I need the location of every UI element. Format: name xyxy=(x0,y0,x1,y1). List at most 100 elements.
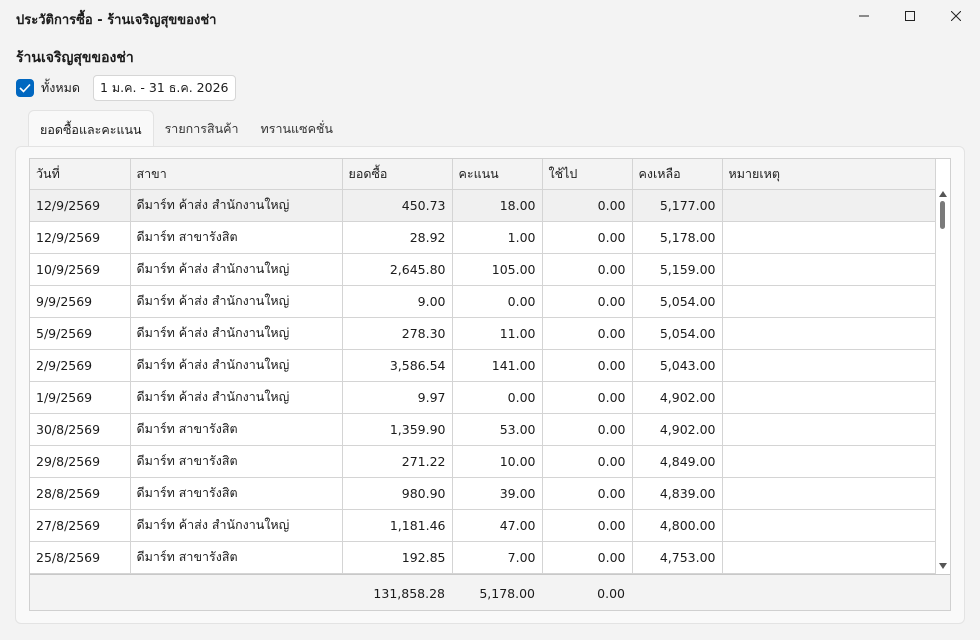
cell-points[interactable]: 47.00 xyxy=(452,509,543,542)
all-checkbox[interactable] xyxy=(16,79,34,97)
table-row[interactable]: 28/8/2569 ดีมาร์ท สาขารังสิต 980.90 39.00 0.… xyxy=(30,477,936,510)
cell-used[interactable]: 0.00 xyxy=(542,253,633,286)
cell-points[interactable]: 53.00 xyxy=(452,413,543,446)
cell-amount[interactable]: 278.30 xyxy=(342,317,453,350)
cell-amount[interactable]: 980.90 xyxy=(342,477,453,510)
scroll-up-icon[interactable] xyxy=(939,191,947,197)
cell-note[interactable] xyxy=(722,285,936,318)
cell-branch[interactable]: ดีมาร์ท สาขารังสิต xyxy=(130,541,343,574)
cell-amount[interactable]: 271.22 xyxy=(342,445,453,478)
scrollbar-thumb[interactable] xyxy=(940,201,945,229)
cell-branch[interactable]: ดีมาร์ท ค้าส่ง สำนักงานใหญ่ xyxy=(130,349,343,382)
cell-note[interactable] xyxy=(722,413,936,446)
cell-balance[interactable]: 5,054.00 xyxy=(632,285,723,318)
cell-note[interactable] xyxy=(722,381,936,414)
column-header-points[interactable]: คะแนน xyxy=(452,159,543,190)
cell-note[interactable] xyxy=(722,189,936,222)
cell-balance[interactable]: 4,800.00 xyxy=(632,509,723,542)
cell-used[interactable]: 0.00 xyxy=(542,317,633,350)
cell-amount[interactable]: 1,359.90 xyxy=(342,413,453,446)
cell-balance[interactable]: 5,177.00 xyxy=(632,189,723,222)
cell-date[interactable]: 12/9/2569 xyxy=(30,189,131,222)
cell-balance[interactable]: 4,902.00 xyxy=(632,413,723,446)
cell-amount[interactable]: 192.85 xyxy=(342,541,453,574)
column-header-used[interactable]: ใช้ไป xyxy=(542,159,633,190)
cell-date[interactable]: 30/8/2569 xyxy=(30,413,131,446)
tab-items[interactable]: รายการสินค้า xyxy=(164,121,239,136)
cell-date[interactable]: 1/9/2569 xyxy=(30,381,131,414)
cell-date[interactable]: 10/9/2569 xyxy=(30,253,131,286)
cell-amount[interactable]: 3,586.54 xyxy=(342,349,453,382)
close-button[interactable] xyxy=(933,0,979,32)
cell-balance[interactable]: 4,849.00 xyxy=(632,445,723,478)
cell-date[interactable]: 27/8/2569 xyxy=(30,509,131,542)
cell-used[interactable]: 0.00 xyxy=(542,381,633,414)
cell-used[interactable]: 0.00 xyxy=(542,349,633,382)
table-row[interactable]: 30/8/2569 ดีมาร์ท สาขารังสิต 1,359.90 53.00… xyxy=(30,413,936,446)
cell-amount[interactable]: 450.73 xyxy=(342,189,453,222)
cell-balance[interactable]: 4,753.00 xyxy=(632,541,723,574)
cell-points[interactable]: 0.00 xyxy=(452,285,543,318)
cell-branch[interactable]: ดีมาร์ท ค้าส่ง สำนักงานใหญ่ xyxy=(130,317,343,350)
cell-used[interactable]: 0.00 xyxy=(542,413,633,446)
cell-amount[interactable]: 28.92 xyxy=(342,221,453,254)
maximize-button[interactable] xyxy=(887,0,933,32)
cell-points[interactable]: 10.00 xyxy=(452,445,543,478)
cell-branch[interactable]: ดีมาร์ท สาขารังสิต xyxy=(130,445,343,478)
column-header-branch[interactable]: สาขา xyxy=(130,159,343,190)
cell-branch[interactable]: ดีมาร์ท ค้าส่ง สำนักงานใหญ่ xyxy=(130,509,343,542)
cell-note[interactable] xyxy=(722,221,936,254)
cell-points[interactable]: 1.00 xyxy=(452,221,543,254)
cell-branch[interactable]: ดีมาร์ท สาขารังสิต xyxy=(130,413,343,446)
date-range-picker[interactable]: 1 ม.ค. - 31 ธ.ค. 2026 xyxy=(92,75,236,101)
cell-note[interactable] xyxy=(722,541,936,574)
vertical-scrollbar[interactable] xyxy=(936,189,950,574)
column-header-amount[interactable]: ยอดซื้อ xyxy=(342,159,453,190)
cell-amount[interactable]: 1,181.46 xyxy=(342,509,453,542)
cell-branch[interactable]: ดีมาร์ท ค้าส่ง สำนักงานใหญ่ xyxy=(130,189,343,222)
cell-points[interactable]: 141.00 xyxy=(452,349,543,382)
table-row[interactable]: 1/9/2569 ดีมาร์ท ค้าส่ง สำนักงานใหญ่ 9.97 0… xyxy=(30,381,936,414)
column-header-balance[interactable]: คงเหลือ xyxy=(632,159,723,190)
cell-used[interactable]: 0.00 xyxy=(542,221,633,254)
cell-points[interactable]: 105.00 xyxy=(452,253,543,286)
table-row[interactable]: 2/9/2569 ดีมาร์ท ค้าส่ง สำนักงานใหญ่ 3,586… xyxy=(30,349,936,382)
cell-amount[interactable]: 9.00 xyxy=(342,285,453,318)
cell-balance[interactable]: 4,902.00 xyxy=(632,381,723,414)
cell-branch[interactable]: ดีมาร์ท สาขารังสิต xyxy=(130,477,343,510)
cell-points[interactable]: 11.00 xyxy=(452,317,543,350)
cell-date[interactable]: 29/8/2569 xyxy=(30,445,131,478)
cell-balance[interactable]: 5,054.00 xyxy=(632,317,723,350)
cell-used[interactable]: 0.00 xyxy=(542,189,633,222)
cell-used[interactable]: 0.00 xyxy=(542,285,633,318)
purchase-grid[interactable]: วันที่ สาขา ยอดซื้อ คะแนน ใช้ไป คงเหลือ … xyxy=(29,158,951,611)
table-row[interactable]: 5/9/2569 ดีมาร์ท ค้าส่ง สำนักงานใหญ่ 278.3… xyxy=(30,317,936,350)
cell-used[interactable]: 0.00 xyxy=(542,477,633,510)
table-row[interactable]: 27/8/2569 ดีมาร์ท ค้าส่ง สำนักงานใหญ่ 1,18… xyxy=(30,509,936,542)
tab-transactions[interactable]: ทรานแซคชั่น xyxy=(260,121,333,136)
cell-points[interactable]: 39.00 xyxy=(452,477,543,510)
table-row[interactable]: 25/8/2569 ดีมาร์ท สาขารังสิต 192.85 7.00 0.0… xyxy=(30,541,936,574)
cell-balance[interactable]: 5,043.00 xyxy=(632,349,723,382)
table-row[interactable]: 9/9/2569 ดีมาร์ท ค้าส่ง สำนักงานใหญ่ 9.00 0… xyxy=(30,285,936,318)
scroll-down-icon[interactable] xyxy=(939,563,947,569)
cell-note[interactable] xyxy=(722,349,936,382)
table-row[interactable]: 12/9/2569 ดีมาร์ท ค้าส่ง สำนักงานใหญ่ 450.… xyxy=(30,189,936,222)
cell-used[interactable]: 0.00 xyxy=(542,541,633,574)
cell-date[interactable]: 9/9/2569 xyxy=(30,285,131,318)
cell-date[interactable]: 28/8/2569 xyxy=(30,477,131,510)
tab-purchases-points[interactable]: ยอดซื้อและคะแนน xyxy=(28,110,154,148)
cell-amount[interactable]: 9.97 xyxy=(342,381,453,414)
cell-note[interactable] xyxy=(722,253,936,286)
cell-note[interactable] xyxy=(722,509,936,542)
cell-used[interactable]: 0.00 xyxy=(542,445,633,478)
cell-branch[interactable]: ดีมาร์ท ค้าส่ง สำนักงานใหญ่ xyxy=(130,381,343,414)
cell-note[interactable] xyxy=(722,477,936,510)
all-checkbox-label[interactable]: ทั้งหมด xyxy=(41,80,80,95)
cell-branch[interactable]: ดีมาร์ท ค้าส่ง สำนักงานใหญ่ xyxy=(130,253,343,286)
column-header-date[interactable]: วันที่ xyxy=(30,159,131,190)
cell-note[interactable] xyxy=(722,317,936,350)
table-row[interactable]: 29/8/2569 ดีมาร์ท สาขารังสิต 271.22 10.00 0.… xyxy=(30,445,936,478)
cell-branch[interactable]: ดีมาร์ท ค้าส่ง สำนักงานใหญ่ xyxy=(130,285,343,318)
cell-date[interactable]: 25/8/2569 xyxy=(30,541,131,574)
